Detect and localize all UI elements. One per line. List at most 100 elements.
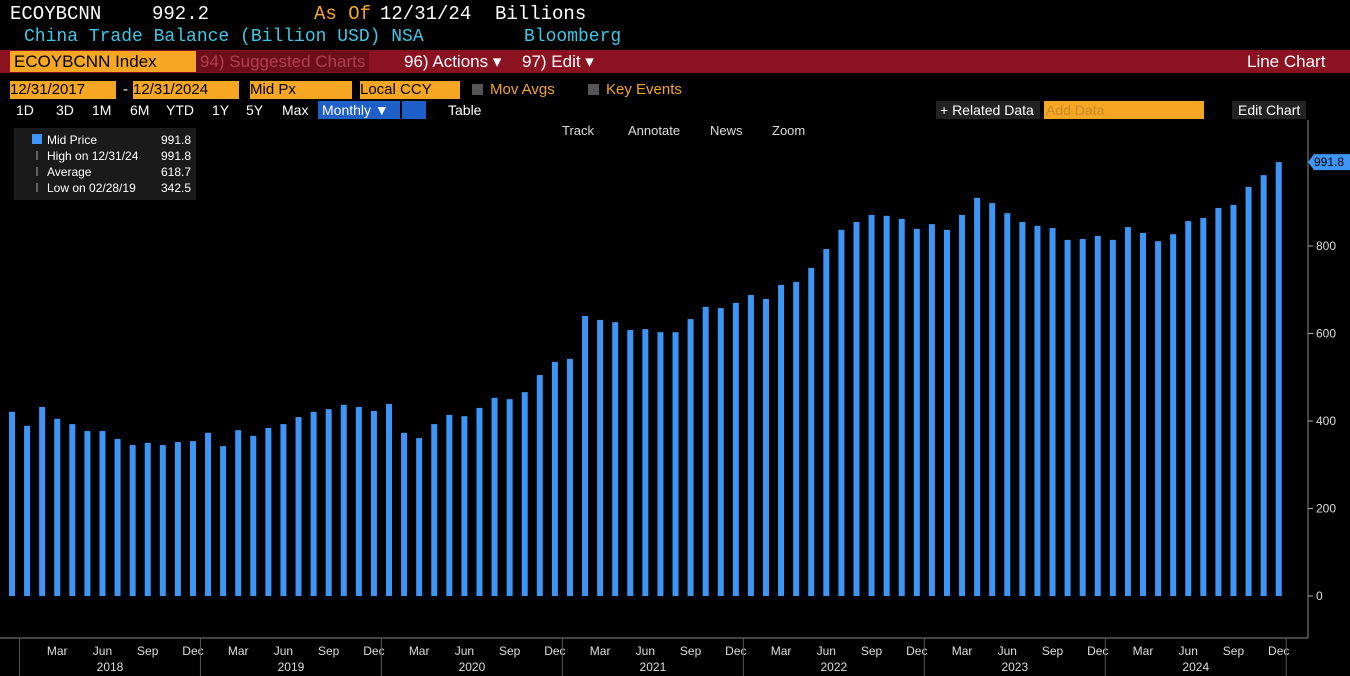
x-tick-label: Dec (182, 644, 203, 658)
edit-menu[interactable]: 97) Edit ▾ (522, 52, 594, 71)
bar (1049, 228, 1056, 596)
bar (174, 442, 181, 596)
edit-chart[interactable]: Edit Chart (1232, 101, 1307, 119)
frequency-select[interactable]: Monthly ▼ (318, 101, 400, 119)
bar (491, 397, 498, 596)
description: China Trade Balance (Billion USD) NSA (24, 27, 424, 47)
source: Bloomberg (524, 27, 622, 47)
bar (1140, 232, 1146, 596)
period-button[interactable]: 5Y (246, 102, 264, 118)
bar (340, 404, 347, 596)
chart-tool[interactable]: Annotate (628, 123, 681, 138)
bar (476, 407, 483, 596)
bar (1079, 239, 1086, 596)
y-tick-label: 600 (1316, 327, 1336, 341)
bar (386, 403, 392, 596)
as-of-label: As Of (314, 3, 372, 25)
legend-label: High on 12/31/24 (47, 149, 139, 163)
bar (431, 424, 438, 596)
year-label: 2024 (1182, 660, 1209, 674)
bar (1124, 227, 1131, 596)
bar (657, 332, 664, 596)
chart-tool[interactable]: Zoom (772, 123, 806, 138)
as-of-date: 12/31/24 (380, 3, 472, 25)
chart-icon[interactable] (402, 101, 426, 119)
bar (129, 445, 136, 596)
x-tick-label: Dec (363, 644, 384, 658)
bar (220, 446, 227, 596)
bar (1155, 241, 1162, 596)
x-tick-label: Mar (228, 644, 249, 658)
add-data[interactable]: Add Data (1044, 101, 1204, 119)
security-field[interactable]: ECOYBCNN Index (10, 51, 200, 72)
legend-value: 342.5 (161, 181, 191, 195)
bar (521, 392, 528, 596)
related-data[interactable]: + Related Data (936, 101, 1040, 119)
bar (1064, 239, 1071, 596)
start-date[interactable]: 12/31/2017 (10, 81, 116, 99)
legend-box (14, 128, 196, 200)
bar (1245, 186, 1252, 596)
bar (627, 330, 634, 596)
chart-kind: Line Chart (1247, 52, 1326, 71)
bar (597, 319, 604, 596)
x-tick-label: Mar (771, 644, 792, 658)
period-button[interactable]: 1Y (212, 102, 230, 118)
last-value-tag (1308, 154, 1350, 171)
bar (99, 431, 106, 596)
key-events[interactable]: Key Events (606, 81, 682, 98)
bar (250, 435, 257, 596)
currency-select[interactable]: Local CCY (360, 81, 460, 99)
bar (295, 417, 302, 596)
end-date[interactable]: 12/31/2024 (133, 81, 239, 99)
period-button[interactable]: Max (282, 102, 309, 118)
x-tick-label: Jun (274, 644, 293, 658)
bar (265, 428, 272, 596)
last-value-label: 991.8 (1314, 155, 1344, 169)
bar (747, 295, 754, 596)
x-tick-label: Mar (590, 644, 611, 658)
bar (1109, 239, 1116, 596)
actions-menu[interactable]: 96) Actions ▾ (404, 52, 502, 71)
last-value: 992.2 (152, 3, 210, 25)
ticker: ECOYBCNN (10, 3, 102, 25)
period-button[interactable]: 6M (130, 102, 150, 118)
bar (732, 302, 739, 596)
mov-avgs[interactable]: Mov Avgs (490, 81, 555, 98)
period-button[interactable]: 1D (16, 102, 34, 118)
x-tick-label: Sep (861, 644, 883, 658)
bar (717, 308, 724, 596)
bar (763, 298, 769, 596)
bar (959, 214, 966, 596)
x-tick-label: Dec (725, 644, 746, 658)
bar (401, 432, 408, 596)
x-tick-label: Mar (952, 644, 973, 658)
chart: 0 200 400 600 800 Mar Jun Sep Dec Mar Jun Sep Dec Mar… (0, 120, 1350, 676)
field-select[interactable]: Mid Px (250, 81, 352, 99)
bar (687, 319, 694, 596)
bar (536, 375, 543, 596)
legend-swatch (32, 134, 42, 144)
bar (1170, 234, 1177, 596)
legend-value: 991.8 (161, 149, 191, 163)
period-button[interactable]: 1M (92, 102, 112, 118)
bar (868, 214, 875, 596)
suggested-charts[interactable]: 94) Suggested Charts (196, 51, 370, 72)
bar (551, 361, 558, 596)
period-button[interactable]: 3D (56, 102, 74, 118)
bar (9, 411, 15, 596)
bar (69, 424, 76, 596)
checkbox[interactable] (472, 84, 483, 95)
bar (1275, 162, 1282, 596)
bar (39, 407, 46, 596)
period-button[interactable]: YTD (166, 102, 194, 118)
checkbox[interactable] (588, 84, 599, 95)
bar (114, 438, 121, 596)
chart-tool[interactable]: News (710, 123, 743, 138)
chart-tool[interactable]: Track (562, 123, 595, 138)
table-button[interactable]: Table (448, 102, 482, 118)
bar (974, 197, 981, 596)
x-tick-label: Jun (636, 644, 655, 658)
x-tick-label: Jun (93, 644, 112, 658)
